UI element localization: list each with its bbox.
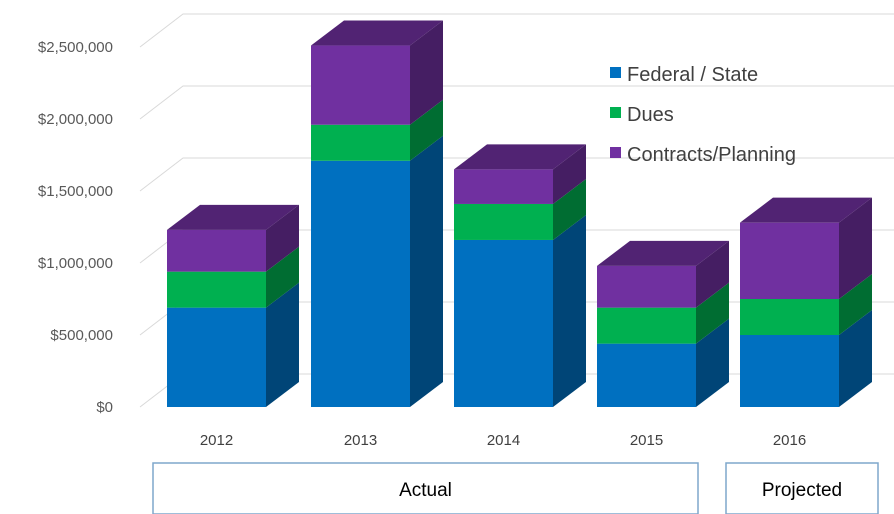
bar-top-2015: [597, 240, 729, 266]
bar-side-2016-0: [839, 310, 872, 407]
y-tick-label: $2,500,000: [38, 39, 113, 56]
bar-segment-2012-1: [167, 271, 266, 308]
y-tick-label: $0: [96, 399, 113, 416]
bar-segment-2013-2: [311, 45, 410, 125]
group-box: [725, 462, 879, 514]
bar-segment-2015-0: [597, 343, 696, 407]
y-tick-label: $1,000,000: [38, 255, 113, 272]
legend-label: Dues: [627, 104, 674, 126]
bars: [167, 20, 872, 407]
bar-side-2013-2: [410, 20, 443, 125]
bar-side-2016-2: [839, 197, 872, 299]
bar-segment-2016-1: [740, 299, 839, 335]
bar-segment-2012-0: [167, 307, 266, 407]
gridline: [139, 85, 894, 120]
bar-segment-2015-2: [597, 265, 696, 308]
bar-side-2015-1: [696, 282, 729, 344]
x-tick-label: 2015: [630, 432, 663, 449]
bar-segment-2016-0: [740, 335, 839, 407]
group-label: Actual: [399, 480, 452, 501]
bar-side-2013-0: [410, 135, 443, 407]
x-axis: 2012 2013 2014 2015 2016: [200, 432, 806, 449]
bar-stack-2013: [311, 20, 443, 407]
y-axis: $0 $500,000 $1,000,000 $1,500,000 $2,000,000…: [38, 39, 113, 416]
bar-side-2014-2: [553, 144, 586, 204]
gridline: [139, 13, 894, 48]
bar-side-2016-1: [839, 274, 872, 335]
group-label: Projected: [762, 480, 842, 501]
bar-stack-2012: [167, 204, 299, 407]
group-box: [152, 462, 699, 514]
x-tick-label: 2012: [200, 432, 233, 449]
legend-swatch: [610, 147, 621, 158]
bar-side-2012-0: [266, 282, 299, 407]
bar-top-2016: [740, 197, 872, 223]
bar-side-2013-1: [410, 99, 443, 161]
legend-swatch: [610, 107, 621, 118]
bar-stack-2016: [740, 197, 872, 407]
bar-stack-2015: [597, 240, 729, 407]
bar-top-2012: [167, 204, 299, 230]
bar-segment-2016-2: [740, 222, 839, 299]
bar-top-2014: [454, 144, 586, 170]
y-tick-label: $2,000,000: [38, 111, 113, 128]
x-tick-label: 2013: [344, 432, 377, 449]
bar-side-2014-0: [553, 214, 586, 407]
bar-side-2015-2: [696, 240, 729, 308]
bar-side-2015-0: [696, 318, 729, 407]
bar-segment-2015-1: [597, 307, 696, 344]
bar-segment-2014-0: [454, 239, 553, 407]
legend-label: Federal / State: [627, 64, 758, 86]
bar-segment-2012-2: [167, 229, 266, 272]
y-tick-label: $1,500,000: [38, 183, 113, 200]
bar-side-2012-1: [266, 246, 299, 308]
category-groups: Actual Projected: [152, 462, 879, 514]
y-tick-label: $500,000: [50, 327, 113, 344]
bar-side-2012-2: [266, 204, 299, 272]
legend-swatch: [610, 67, 621, 78]
bar-segment-2013-0: [311, 160, 410, 407]
bar-segment-2014-1: [454, 203, 553, 240]
bar-top-2013: [311, 20, 443, 46]
x-tick-label: 2016: [773, 432, 806, 449]
legend-label: Contracts/Planning: [627, 144, 796, 166]
bar-side-2014-1: [553, 178, 586, 240]
bar-stack-2014: [454, 144, 586, 407]
gridline: [139, 157, 894, 192]
legend: Federal / State Dues Contracts/Planning: [610, 64, 796, 166]
bar-segment-2013-1: [311, 124, 410, 161]
x-tick-label: 2014: [487, 432, 520, 449]
bar-segment-2014-2: [454, 169, 553, 204]
